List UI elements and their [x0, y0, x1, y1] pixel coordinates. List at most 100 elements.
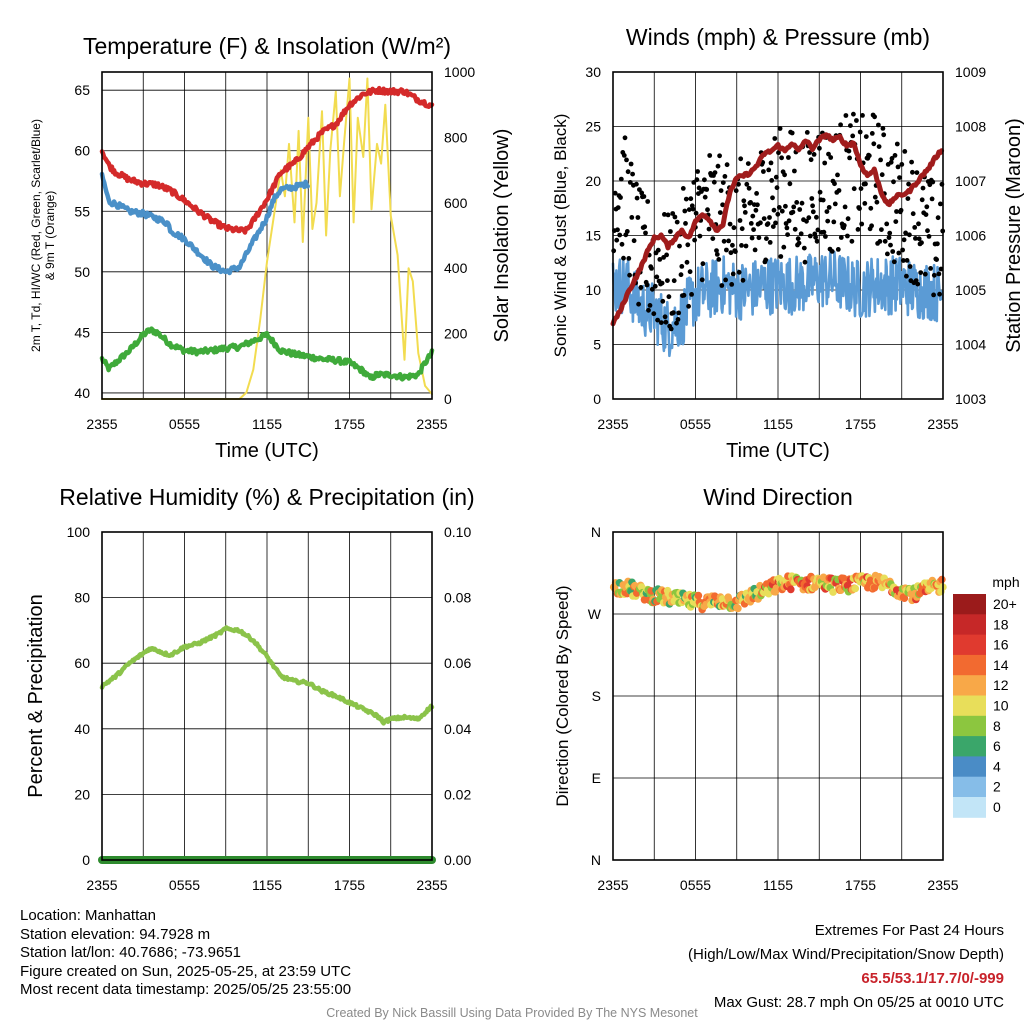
gust-point	[858, 186, 864, 192]
gust-point	[859, 221, 865, 227]
gust-point	[657, 257, 663, 262]
gust-point	[646, 307, 651, 313]
gust-point	[869, 131, 875, 136]
gust-point	[903, 230, 908, 236]
gust-point	[745, 161, 751, 167]
gust-point	[730, 242, 735, 248]
legend-label: 4	[993, 758, 1001, 774]
gust-point	[728, 250, 734, 256]
gust-point	[906, 181, 911, 187]
y-tick-label: 40	[74, 385, 90, 401]
gust-point	[621, 153, 627, 158]
y2-axis-label: Station Pressure (Maroon)	[1003, 118, 1024, 353]
gust-point	[615, 227, 620, 233]
legend-swatch	[953, 776, 986, 798]
gust-point	[817, 145, 822, 151]
gust-point	[787, 181, 793, 187]
gust-point	[889, 156, 895, 161]
gust-point	[897, 175, 902, 181]
gust-point	[697, 233, 703, 239]
plot-border	[101, 531, 433, 861]
gust-point	[749, 235, 755, 241]
gust-point	[706, 226, 712, 232]
gust-point	[683, 221, 688, 226]
gust-point	[935, 241, 940, 247]
y2-tick-label: 0.10	[444, 524, 471, 540]
gust-point	[810, 209, 816, 215]
gust-point	[769, 178, 775, 183]
gust-point	[821, 229, 827, 235]
gust-point	[798, 231, 804, 237]
legend-swatch	[953, 634, 986, 656]
gust-point	[659, 280, 665, 286]
wind-direction-point	[787, 585, 795, 594]
wind-direction-point	[772, 584, 781, 592]
gust-point	[724, 247, 729, 253]
y-axis-label: 2m T, Td, HI/WC (Red, Green, Scarlet/Blu…	[29, 119, 43, 352]
gust-point	[894, 209, 899, 214]
gust-point	[700, 261, 706, 267]
gust-point	[831, 219, 837, 225]
gust-point	[849, 238, 855, 244]
gust-point	[835, 172, 840, 178]
gust-point	[737, 218, 743, 223]
y2-tick-label: 200	[444, 326, 468, 342]
gust-point	[746, 185, 752, 191]
x-tick-label: 2355	[416, 877, 447, 893]
x-tick-label: 2355	[416, 416, 447, 432]
wind-direction-point	[870, 584, 879, 592]
y-tick-label: 5	[593, 337, 601, 353]
gust-point	[893, 219, 899, 225]
x-tick-label: 2355	[927, 416, 958, 432]
gust-point	[779, 208, 785, 214]
legend-label: 20+	[993, 596, 1017, 612]
chart-title: Wind Direction	[703, 484, 853, 510]
gust-point	[655, 247, 661, 253]
sonic-wind-line	[611, 250, 944, 358]
y-tick-label: 100	[67, 524, 91, 540]
gust-point	[891, 259, 897, 265]
gust-point	[794, 200, 800, 205]
gust-point	[907, 232, 912, 238]
gust-point	[820, 197, 826, 203]
gust-point	[809, 196, 815, 201]
gust-point	[675, 317, 681, 322]
max-gust: Max Gust: 28.7 mph On 05/25 at 0010 UTC	[713, 994, 1004, 1011]
gust-point	[813, 234, 818, 240]
y2-tick-label: 400	[444, 260, 468, 276]
gust-point	[898, 207, 904, 213]
gust-point	[621, 255, 626, 261]
gust-point	[825, 218, 831, 224]
gust-point	[799, 200, 805, 206]
gust-point	[712, 170, 718, 176]
gust-point	[828, 155, 834, 160]
gust-point	[715, 163, 721, 169]
gust-point	[720, 180, 726, 186]
gust-point	[765, 221, 771, 227]
gust-point	[662, 212, 667, 217]
gust-point	[764, 236, 769, 242]
gust-point	[886, 235, 892, 241]
x-axis-label: Time (UTC)	[726, 440, 830, 462]
y-tick-label: 45	[74, 324, 90, 340]
wind-direction-point	[764, 589, 773, 598]
gust-point	[845, 233, 850, 239]
credit-footer: Created By Nick Bassill Using Data Provi…	[326, 1006, 698, 1020]
gust-point	[664, 252, 669, 258]
gust-point	[655, 317, 660, 323]
dewpoint-line	[99, 326, 435, 382]
gust-point	[899, 162, 905, 167]
gust-point	[670, 211, 676, 216]
gust-point	[750, 213, 756, 219]
gust-point	[775, 211, 781, 217]
gust-point	[929, 196, 935, 202]
gust-point	[618, 176, 624, 182]
gust-point	[726, 238, 731, 244]
gust-point	[763, 257, 769, 263]
x-tick-label: 1755	[334, 416, 365, 432]
gust-point	[781, 244, 787, 250]
legend-swatch	[953, 654, 986, 676]
gust-point	[785, 232, 790, 238]
legend-label: 16	[993, 637, 1009, 653]
gust-point	[631, 238, 637, 244]
